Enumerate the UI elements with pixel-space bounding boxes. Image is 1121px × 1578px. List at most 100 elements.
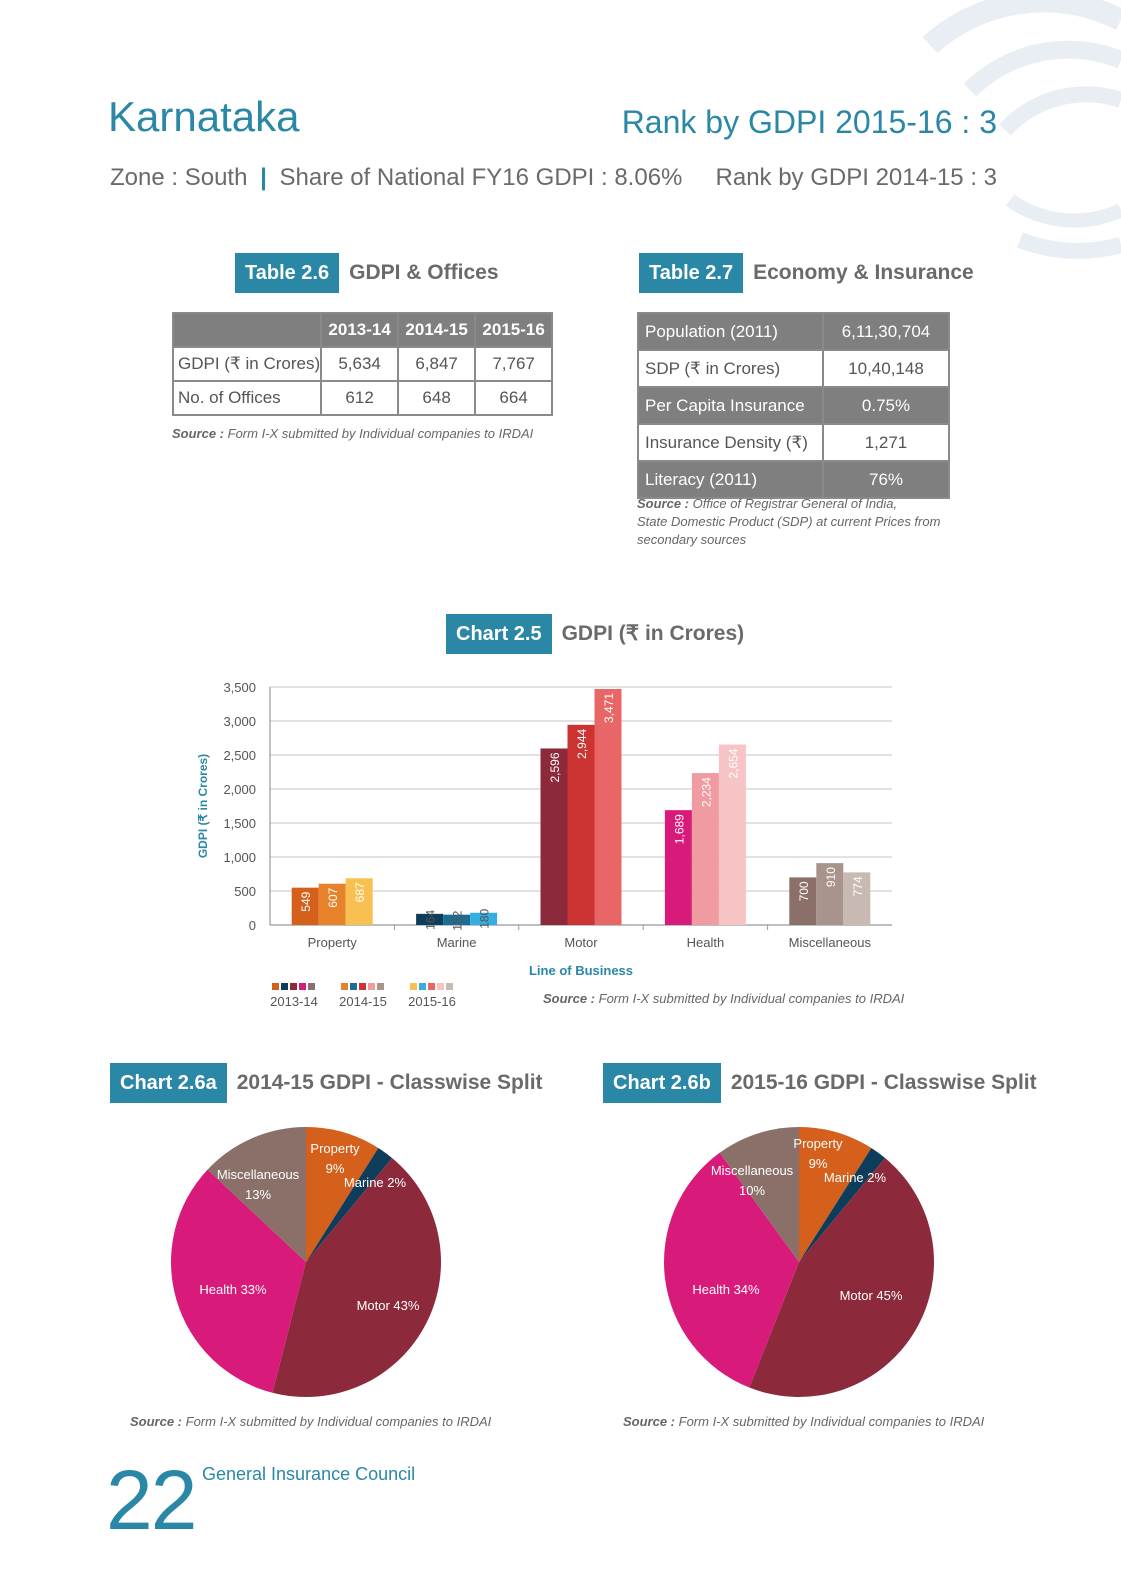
slice-label-name: Property: [310, 1141, 360, 1156]
pie-chart-2014-15: Property 9%Marine 2% Motor 43% Health 33% Mi…: [170, 1127, 441, 1397]
table-row: Per Capita Insurance 0.75%: [637, 386, 950, 425]
data-label: 910: [824, 867, 838, 887]
separator: |: [260, 164, 267, 191]
source-text: Form I-X submitted by Individual compani…: [678, 1414, 985, 1429]
slice-label-value: 10%: [739, 1183, 765, 1198]
slice-property: [306, 1127, 379, 1262]
rank-previous: Rank by GDPI 2014-15 : 3: [715, 164, 997, 191]
legend-swatch: [281, 983, 288, 990]
slice-marine: [306, 1148, 393, 1262]
source-label: Source :: [543, 991, 596, 1006]
data-label: 2,234: [699, 777, 713, 807]
chart-2-6a-heading: Chart 2.6a 2014-15 GDPI - Classwise Split: [110, 1063, 543, 1103]
data-label: 180: [478, 908, 492, 928]
table-2-7-source: Source : Office of Registrar General of …: [637, 495, 940, 549]
bar-health-2015-16: [718, 744, 746, 925]
chart-2-6b-heading: Chart 2.6b 2015-16 GDPI - Classwise Split: [603, 1063, 1037, 1103]
data-label: 2,596: [548, 752, 562, 782]
y-tick-label: 3,500: [223, 680, 256, 695]
data-label: 164: [424, 910, 438, 930]
legend-swatch: [446, 983, 453, 990]
source-line-2: State Domestic Product (SDP) at current …: [637, 514, 941, 529]
y-tick-label: 500: [234, 884, 256, 899]
table-row: GDPI (₹ in Crores) 5,634 6,847 7,767: [171, 346, 554, 382]
y-tick-label: 3,000: [223, 714, 256, 729]
slice-label: Marine 2%: [824, 1170, 887, 1185]
bar-marine-2013-14: [416, 913, 444, 925]
table-2-6-heading: Table 2.6 GDPI & Offices: [235, 253, 499, 293]
slice-label-name: Miscellaneous: [217, 1167, 300, 1182]
table-cell: 648: [397, 380, 477, 416]
legend-swatch: [308, 983, 315, 990]
data-label: 607: [326, 887, 340, 907]
row-value: 10,40,148: [822, 349, 950, 388]
bar-miscellaneous-2015-16: [843, 872, 871, 925]
x-tick-label: Miscellaneous: [789, 935, 872, 950]
slice-label: Motor 45%: [840, 1288, 903, 1303]
slice-label: Marine 2%: [344, 1175, 407, 1190]
data-label: 3,471: [602, 693, 616, 723]
legend-label: 2013-14: [270, 994, 318, 1009]
bar-property-2013-14: [291, 887, 319, 925]
table-2-6-source: Source : Form I-X submitted by Individua…: [172, 425, 533, 443]
legend-swatch: [428, 983, 435, 990]
chart-2-6a-tag: Chart 2.6a: [110, 1063, 227, 1103]
bar-motor-2015-16: [594, 688, 622, 925]
legend-swatch: [290, 983, 297, 990]
legend-label: 2014-15: [339, 994, 387, 1009]
y-tick-label: 2,500: [223, 748, 256, 763]
chart-2-5-heading: Chart 2.5 GDPI (₹ in Crores): [446, 614, 744, 654]
y-tick-label: 0: [249, 918, 256, 933]
state-title: Karnataka: [108, 93, 300, 140]
table-cell: 6,847: [397, 346, 477, 382]
chart-2-5-tag: Chart 2.5: [446, 614, 552, 654]
source-label: Source :: [172, 426, 225, 441]
bar-miscellaneous-2013-14: [789, 877, 817, 925]
table-2-7-tag: Table 2.7: [639, 253, 744, 293]
table-row: Literacy (2011) 76%: [637, 460, 950, 499]
gdpi-offices-table: 2013-14 2014-15 2015-16 GDPI (₹ in Crore…: [171, 312, 554, 416]
row-value: 76%: [822, 460, 950, 499]
source-label: Source :: [623, 1414, 676, 1429]
row-label: SDP (₹ in Crores): [637, 349, 824, 388]
slice-label: Health 34%: [692, 1282, 760, 1297]
slice-label: Health 33%: [199, 1282, 267, 1297]
chart-2-6b-tag: Chart 2.6b: [603, 1063, 721, 1103]
slice-property: [799, 1127, 872, 1262]
column-header: 2015-16: [474, 312, 554, 348]
x-tick-label: Marine: [437, 935, 477, 950]
column-header: 2014-15: [397, 312, 477, 348]
row-label: GDPI (₹ in Crores): [171, 346, 323, 382]
table-row: Insurance Density (₹) 1,271: [637, 423, 950, 462]
legend-label: 2015-16: [408, 994, 456, 1009]
legend-swatch: [437, 983, 444, 990]
data-label: 152: [451, 910, 465, 930]
data-label: 2,654: [726, 748, 740, 778]
chart-2-6b-title: 2015-16 GDPI - Classwise Split: [730, 1071, 1037, 1094]
chart-2-6b-source: Source : Form I-X submitted by Individua…: [623, 1413, 984, 1431]
slice-miscellaneous: [207, 1127, 306, 1262]
bar-property-2015-16: [345, 878, 373, 925]
economy-insurance-table: Population (2011) 6,11,30,704 SDP (₹ in …: [637, 312, 950, 499]
source-text: Form I-X submitted by Individual compani…: [598, 991, 905, 1006]
chart-2-6a-source: Source : Form I-X submitted by Individua…: [130, 1413, 491, 1431]
legend-swatch: [341, 983, 348, 990]
table-row: No. of Offices 612 648 664: [171, 380, 554, 416]
bar-motor-2014-15: [567, 724, 595, 925]
table-row: SDP (₹ in Crores) 10,40,148: [637, 349, 950, 388]
data-label: 687: [353, 882, 367, 902]
slice-label-value: 13%: [245, 1187, 271, 1202]
zone-text: Zone : South: [110, 164, 248, 191]
x-tick-label: Health: [687, 935, 725, 950]
bar-health-2014-15: [691, 773, 719, 925]
row-label: Insurance Density (₹): [637, 423, 824, 462]
row-label: No. of Offices: [171, 380, 323, 416]
y-tick-label: 2,000: [223, 782, 256, 797]
legend-swatch: [377, 983, 384, 990]
legend-swatch: [359, 983, 366, 990]
bar-property-2014-15: [318, 883, 346, 925]
data-label: 774: [851, 876, 865, 896]
bar-marine-2014-15: [443, 914, 471, 925]
table-cell: 7,767: [474, 346, 554, 382]
slice-label: Motor 43%: [357, 1298, 420, 1313]
